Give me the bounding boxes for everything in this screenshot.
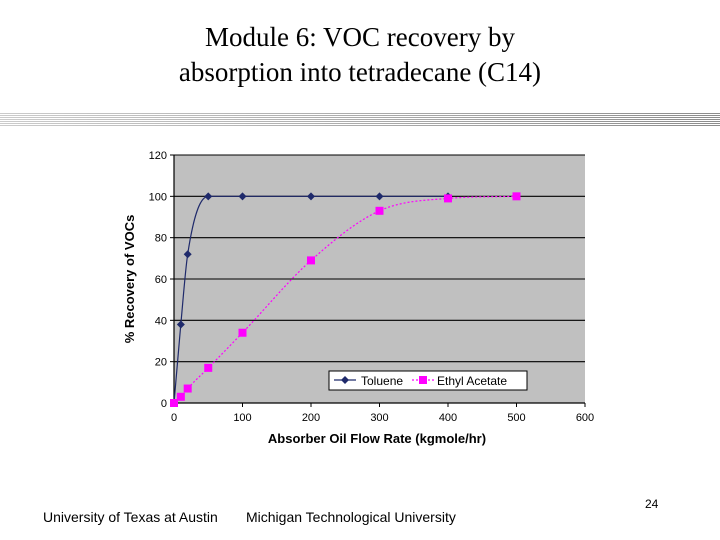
toluene-line — [173, 195, 448, 404]
x-tick-label: 600 — [576, 412, 594, 424]
footer-michigan-tech: Michigan Technological University — [246, 509, 456, 525]
series-layer — [170, 192, 521, 407]
y-axis-label: % Recovery of VOCs — [122, 215, 137, 344]
x-tick-label: 0 — [171, 412, 177, 424]
ethyl-acetate-point — [444, 194, 452, 203]
ethyl-acetate-point — [307, 256, 315, 265]
legend-toluene-marker — [341, 376, 349, 384]
slide-title: Module 6: VOC recovery by absorption int… — [0, 20, 720, 90]
page-number: 24 — [645, 497, 659, 511]
toluene-point — [183, 250, 192, 259]
ethyl-acetate-point — [512, 192, 521, 201]
legend-toluene-label: Toluene — [361, 374, 403, 388]
ethyl-acetate-point — [183, 384, 192, 393]
ethyl-acetate-point — [238, 328, 247, 337]
toluene-point — [204, 192, 213, 201]
y-tick-label: 60 — [155, 274, 167, 286]
slide-title-line-1: Module 6: VOC recovery by — [205, 22, 515, 52]
ethyl-acetate-point — [204, 363, 213, 372]
toluene-point — [307, 192, 315, 201]
y-tick-label: 20 — [155, 357, 167, 369]
y-tick-label: 100 — [149, 191, 167, 203]
y-tick-label: 0 — [161, 398, 167, 410]
toluene-point — [375, 192, 384, 201]
x-tick-label: 300 — [370, 412, 388, 424]
y-tick-label: 120 — [149, 150, 167, 162]
ethyl-acetate-point — [170, 399, 178, 407]
toluene-point — [176, 320, 185, 329]
ethyl-acetate-point — [375, 206, 384, 215]
x-tick-label: 500 — [507, 412, 525, 424]
x-tick-label: 100 — [233, 412, 251, 424]
toluene-point — [238, 192, 247, 201]
x-axis-label: Absorber Oil Flow Rate (kgmole/hr) — [268, 431, 486, 446]
y-tick-label: 40 — [155, 315, 167, 327]
y-tick-label: 80 — [155, 233, 167, 245]
footer-university-texas: University of Texas at Austin — [43, 509, 218, 525]
x-tick-label: 400 — [439, 412, 457, 424]
legend-ethyl-acetate-marker — [419, 376, 427, 384]
legend-ethyl-acetate-label: Ethyl Acetate — [437, 374, 507, 388]
title-divider-shade — [0, 113, 720, 127]
axes: 0 20 40 60 80 100 120 0 100 200 300 400 500 600 — [149, 150, 595, 424]
legend: Toluene Ethyl Acetate — [328, 370, 528, 391]
x-tick-label: 200 — [302, 412, 320, 424]
slide-title-line-2: absorption into tetradecane (C14) — [178, 57, 542, 87]
ethyl-acetate-point — [176, 392, 185, 401]
